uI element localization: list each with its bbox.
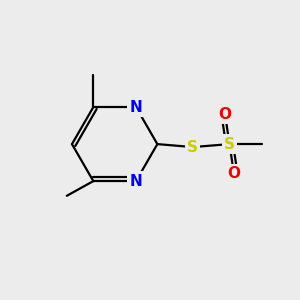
Text: O: O	[219, 107, 232, 122]
Text: N: N	[130, 174, 142, 189]
Text: S: S	[187, 140, 198, 154]
Text: O: O	[227, 166, 240, 181]
Text: N: N	[130, 100, 142, 115]
Text: S: S	[224, 136, 235, 152]
